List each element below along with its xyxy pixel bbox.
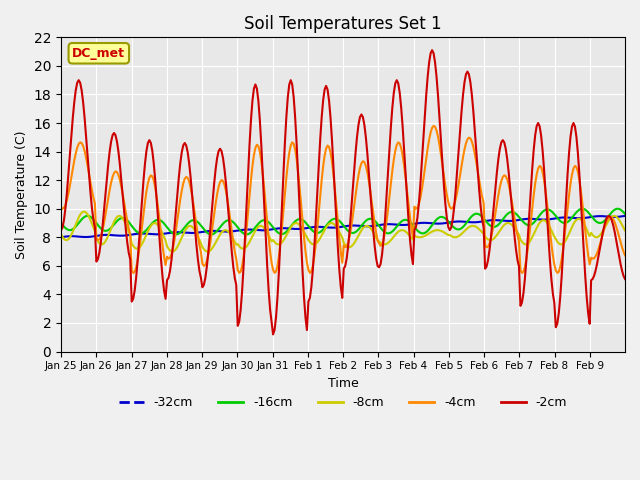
-32cm (348, 223, 355, 228)
-16cm (461, 223, 468, 228)
-2cm (349, 189, 356, 194)
-4cm (620, 249, 627, 255)
-16cm (621, 211, 629, 217)
-4cm (129, 270, 137, 276)
-2cm (94, 256, 102, 262)
-4cm (546, 228, 554, 233)
-16cm (349, 230, 356, 236)
-8cm (81, 209, 88, 215)
-2cm (269, 332, 277, 337)
-2cm (57, 227, 65, 233)
-32cm (94, 233, 102, 239)
Line: -32cm: -32cm (61, 216, 625, 237)
-8cm (462, 227, 470, 232)
Line: -2cm: -2cm (61, 50, 625, 335)
Legend: -32cm, -16cm, -8cm, -4cm, -2cm: -32cm, -16cm, -8cm, -4cm, -2cm (114, 391, 572, 414)
-4cm (57, 204, 65, 210)
-4cm (429, 123, 437, 129)
-32cm (543, 216, 551, 222)
-16cm (94, 222, 102, 228)
-16cm (579, 206, 586, 212)
-32cm (459, 219, 467, 225)
X-axis label: Time: Time (328, 377, 358, 390)
-4cm (94, 237, 102, 243)
Line: -16cm: -16cm (61, 209, 625, 234)
-4cm (621, 252, 629, 258)
-4cm (76, 140, 84, 145)
Line: -8cm: -8cm (61, 212, 625, 252)
Title: Soil Temperatures Set 1: Soil Temperatures Set 1 (244, 15, 442, 33)
-2cm (620, 273, 627, 279)
Line: -4cm: -4cm (61, 126, 625, 273)
-16cm (57, 220, 65, 226)
-32cm (57, 234, 65, 240)
-16cm (76, 218, 84, 224)
-8cm (204, 249, 212, 254)
-16cm (545, 207, 552, 213)
-8cm (76, 212, 84, 217)
-8cm (350, 240, 358, 246)
-8cm (57, 231, 65, 237)
-16cm (620, 209, 627, 215)
-2cm (546, 257, 554, 263)
-16cm (172, 231, 180, 237)
-32cm (617, 214, 625, 219)
-2cm (462, 72, 470, 77)
-4cm (349, 215, 356, 220)
-8cm (95, 240, 103, 246)
-2cm (428, 48, 436, 53)
-32cm (76, 234, 84, 240)
-2cm (621, 276, 629, 282)
-2cm (76, 80, 84, 85)
Y-axis label: Soil Temperature (C): Soil Temperature (C) (15, 130, 28, 259)
-4cm (462, 141, 470, 146)
-32cm (621, 213, 629, 219)
-8cm (546, 225, 554, 230)
-8cm (620, 225, 627, 230)
-8cm (621, 228, 629, 233)
Text: DC_met: DC_met (72, 47, 125, 60)
